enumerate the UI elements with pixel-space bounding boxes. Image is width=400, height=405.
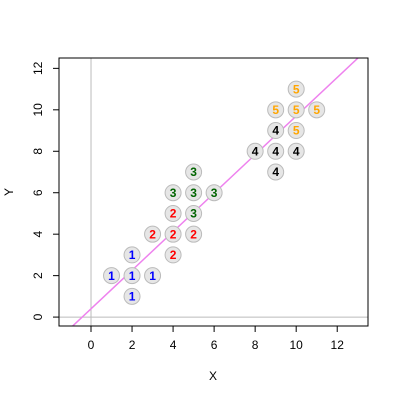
y-axis-label: Y (2, 188, 16, 196)
point (164, 204, 182, 222)
point (123, 267, 141, 285)
point-label: 2 (149, 227, 156, 241)
point-label: 5 (293, 82, 300, 96)
point (287, 80, 305, 98)
point-label: 4 (293, 144, 300, 158)
point-label: 5 (293, 124, 300, 138)
point (308, 101, 326, 119)
y-tick-label: 0 (31, 313, 45, 320)
x-axis-label: X (209, 369, 217, 383)
point (185, 163, 203, 181)
point (103, 267, 121, 285)
point-label: 1 (149, 269, 156, 283)
x-tick-label: 8 (252, 338, 259, 352)
point (267, 142, 285, 160)
point-label: 2 (190, 227, 197, 241)
point-label: 4 (272, 165, 279, 179)
point (123, 246, 141, 264)
point (246, 142, 264, 160)
point-label: 4 (272, 124, 279, 138)
y-tick-label: 2 (31, 272, 45, 279)
point (185, 184, 203, 202)
y-tick-label: 4 (31, 231, 45, 238)
point-label: 3 (211, 186, 218, 200)
x-tick-label: 0 (88, 338, 95, 352)
point (164, 184, 182, 202)
point-label: 3 (170, 186, 177, 200)
y-tick-label: 12 (31, 61, 45, 75)
point (267, 122, 285, 140)
point-label: 1 (129, 290, 136, 304)
point (123, 287, 141, 305)
point (287, 101, 305, 119)
point-label: 5 (313, 103, 320, 117)
point (287, 142, 305, 160)
point (267, 101, 285, 119)
x-tick-label: 4 (170, 338, 177, 352)
y-tick-label: 8 (31, 148, 45, 155)
point-label: 5 (272, 103, 279, 117)
point-label: 2 (170, 248, 177, 262)
plot-frame (58, 57, 369, 327)
point (185, 225, 203, 243)
point-label: 5 (293, 103, 300, 117)
x-tick-label: 2 (129, 338, 136, 352)
point (185, 204, 203, 222)
point-label: 1 (129, 248, 136, 262)
x-tick-label: 6 (211, 338, 218, 352)
point (267, 163, 285, 181)
y-tick-label: 10 (31, 103, 45, 117)
point (144, 267, 162, 285)
point-label: 4 (252, 144, 259, 158)
point-label: 1 (129, 269, 136, 283)
x-tick-label: 10 (290, 338, 304, 352)
point-label: 3 (190, 165, 197, 179)
point-label: 3 (190, 186, 197, 200)
point-label: 2 (170, 207, 177, 221)
point (287, 122, 305, 140)
point (164, 246, 182, 264)
point-label: 1 (108, 269, 115, 283)
point (144, 225, 162, 243)
x-tick-label: 12 (331, 338, 345, 352)
point-label: 4 (272, 144, 279, 158)
point-label: 2 (170, 227, 177, 241)
point (205, 184, 223, 202)
y-tick-label: 6 (31, 189, 45, 196)
point (164, 225, 182, 243)
point-label: 3 (190, 207, 197, 221)
